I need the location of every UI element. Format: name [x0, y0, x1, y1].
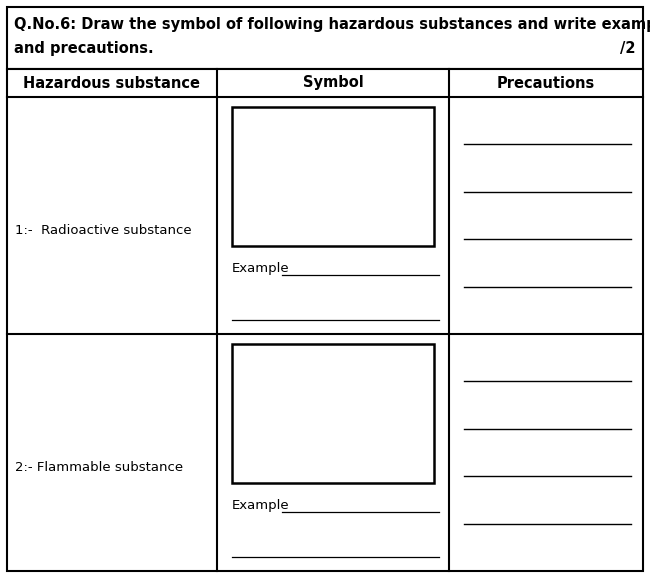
Text: /2: /2 [621, 41, 636, 56]
Bar [232, 107, 434, 246]
Text: Hazardous substance: Hazardous substance [23, 76, 200, 91]
Bar [232, 344, 434, 483]
Text: 1:-  Radioactive substance: 1:- Radioactive substance [15, 224, 192, 237]
Text: Example: Example [232, 262, 289, 275]
Text: 2:- Flammable substance: 2:- Flammable substance [15, 461, 183, 474]
Text: and precautions.: and precautions. [14, 41, 153, 56]
Text: Q.No.6: Draw the symbol of following hazardous substances and write example: Q.No.6: Draw the symbol of following haz… [14, 17, 650, 32]
Bar [7, 7, 643, 69]
Text: Example: Example [232, 499, 289, 512]
Bar [7, 69, 643, 571]
Text: Precautions: Precautions [497, 76, 595, 91]
Text: Symbol: Symbol [302, 76, 363, 91]
